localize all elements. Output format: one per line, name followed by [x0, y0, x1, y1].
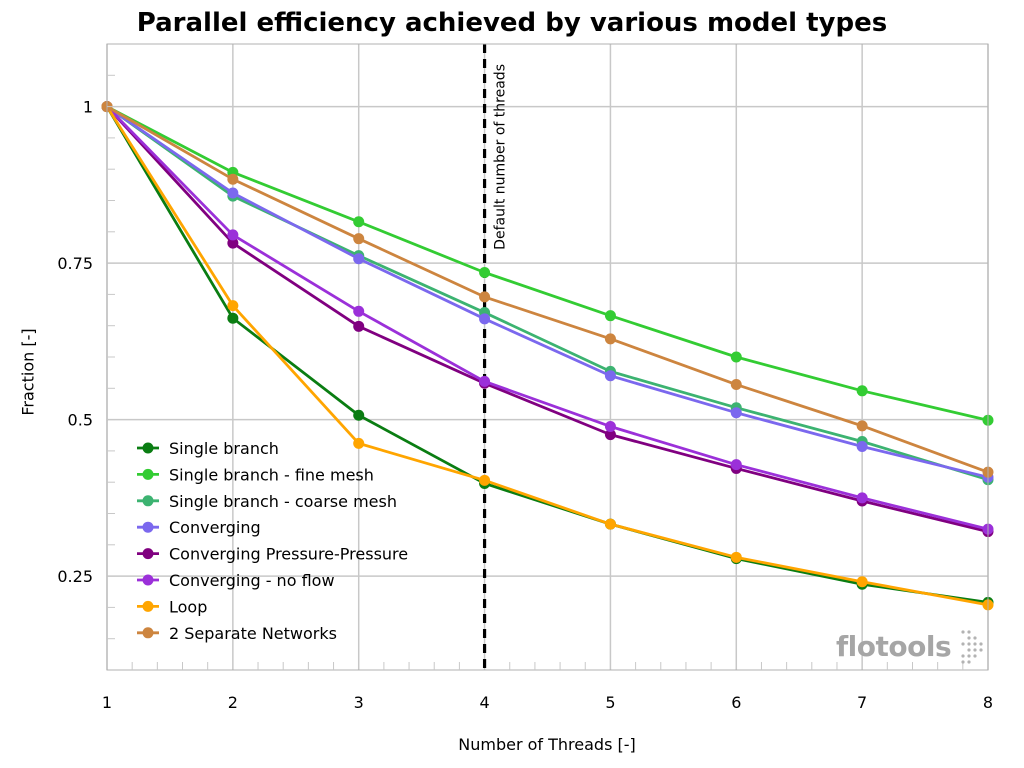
y-tick-label: 1 [83, 98, 93, 117]
x-tick-label: 7 [857, 693, 867, 712]
legend-item: 2 Separate Networks [137, 624, 337, 643]
y-tick-label: 0.75 [57, 254, 93, 273]
series-line [106, 105, 989, 482]
x-tick-label: 2 [228, 693, 238, 712]
flotools-logo: flotools [836, 626, 991, 666]
data-point [604, 370, 616, 382]
legend-swatch-marker [142, 600, 154, 612]
data-point [227, 300, 239, 312]
series-line [106, 105, 989, 422]
data-point [353, 320, 365, 332]
series-5 [101, 101, 994, 535]
data-point [856, 492, 868, 504]
data-point [856, 576, 868, 588]
data-point [227, 187, 239, 199]
data-point [730, 459, 742, 471]
data-point [604, 420, 616, 432]
legend-swatch-marker [142, 495, 154, 507]
legend-label: Single branch - coarse mesh [169, 492, 397, 511]
legend-item: Converging [137, 518, 261, 537]
data-point [353, 305, 365, 317]
legend-item: Single branch [137, 439, 279, 458]
x-tick-label: 4 [479, 693, 489, 712]
series-line [106, 105, 989, 474]
data-point [479, 474, 491, 486]
y-tick-label: 0.25 [57, 567, 93, 586]
data-point [604, 333, 616, 345]
data-point [604, 429, 616, 441]
data-point [856, 385, 868, 397]
legend-item: Converging Pressure-Pressure [137, 545, 408, 564]
data-point [479, 375, 491, 387]
data-point [479, 313, 491, 325]
data-point [227, 237, 239, 249]
series-line [105, 105, 989, 604]
data-point [479, 266, 491, 278]
data-point [730, 351, 742, 363]
x-tick-label: 6 [731, 693, 741, 712]
data-point [479, 291, 491, 303]
x-axis-label: Number of Threads [-] [458, 735, 636, 754]
legend-label: Converging - no flow [169, 571, 335, 590]
chart-title: Parallel efficiency achieved by various … [136, 8, 888, 38]
series-line [106, 105, 989, 531]
data-point [227, 229, 239, 241]
x-tick-label: 1 [102, 693, 112, 712]
legend-swatch-marker [142, 442, 154, 454]
data-point [730, 379, 742, 391]
data-point [604, 518, 616, 530]
y-axis-label: Fraction [-] [18, 328, 38, 416]
legend-swatch-marker [142, 548, 154, 560]
x-tick-label: 3 [354, 693, 364, 712]
legend-swatch-marker [142, 468, 154, 480]
data-point [730, 551, 742, 563]
legend-swatch-marker [142, 627, 154, 639]
x-tick-label: 5 [605, 693, 615, 712]
data-point [856, 420, 868, 432]
data-point [353, 437, 365, 449]
legend-label: 2 Separate Networks [169, 624, 337, 643]
data-point [353, 216, 365, 228]
legend-swatch-marker [142, 574, 154, 586]
legend-label: Loop [169, 597, 207, 616]
legend-label: Single branch - fine mesh [169, 465, 374, 484]
data-point [730, 407, 742, 419]
default-threads-label: Default number of threads [493, 64, 509, 250]
data-point [353, 409, 365, 421]
legend-label: Converging Pressure-Pressure [169, 545, 408, 564]
legend-label: Single branch [169, 439, 279, 458]
series-line [105, 105, 989, 534]
logo-text: flotools [836, 629, 952, 663]
data-point [353, 233, 365, 245]
legend-item: Converging - no flow [137, 571, 335, 590]
data-point [227, 173, 239, 185]
legend-item: Loop [137, 597, 207, 616]
y-tick-label: 0.5 [68, 411, 93, 430]
data-point [227, 312, 239, 324]
data-point [604, 310, 616, 322]
series-line [106, 105, 989, 479]
legend-item: Single branch - coarse mesh [137, 492, 397, 511]
data-point [856, 441, 868, 453]
x-tick-label: 8 [983, 693, 993, 712]
series-7 [101, 101, 994, 478]
legend-swatch-marker [142, 521, 154, 533]
flotools-dot-icon [961, 630, 983, 664]
series-line [105, 105, 989, 607]
legend-label: Converging [169, 518, 261, 537]
legend-item: Single branch - fine mesh [137, 465, 374, 484]
data-point [353, 253, 365, 265]
